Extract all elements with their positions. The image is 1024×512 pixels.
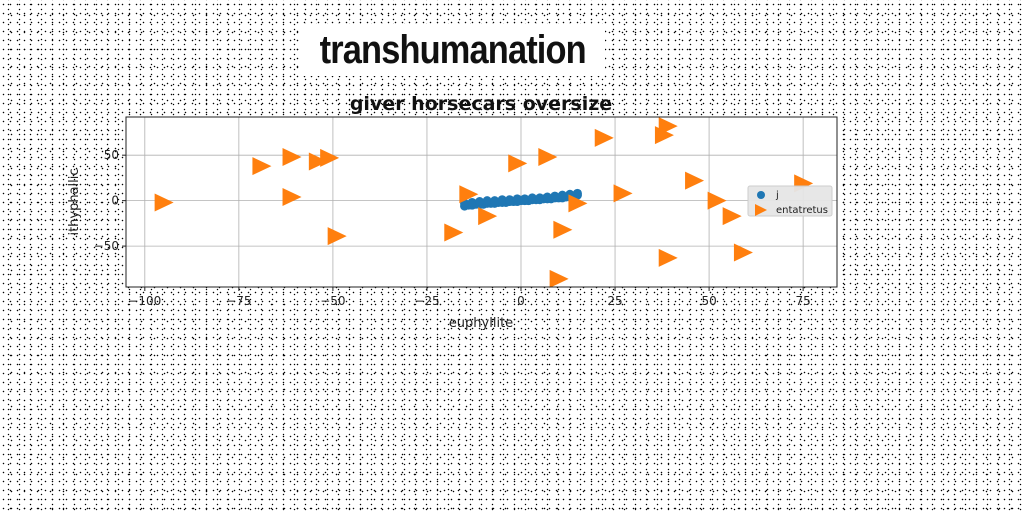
y-tick-label: −50: [94, 239, 119, 253]
x-tick-label: −25: [414, 294, 439, 308]
x-tick-label: 75: [796, 294, 811, 308]
legend-label-entatretus: entatretus: [776, 205, 828, 216]
data-point-j: [573, 189, 582, 198]
x-tick-label: 50: [701, 294, 716, 308]
y-axis-label: ithyphallic: [67, 168, 82, 235]
x-tick-label: 25: [607, 294, 622, 308]
x-axis-label: euphyllite: [449, 316, 513, 331]
x-tick-label: 0: [517, 294, 525, 308]
x-tick-label: −50: [320, 294, 345, 308]
legend-marker-j: [757, 191, 765, 199]
chart-title: giver horsecars oversize: [350, 93, 612, 115]
x-tick-label: −75: [226, 294, 251, 308]
legend: j entatretus: [748, 186, 832, 216]
y-tick-label: 50: [104, 148, 119, 162]
y-tick-label: 0: [111, 194, 119, 208]
x-tick-label: −100: [128, 294, 161, 308]
legend-label-j: j: [775, 190, 779, 201]
